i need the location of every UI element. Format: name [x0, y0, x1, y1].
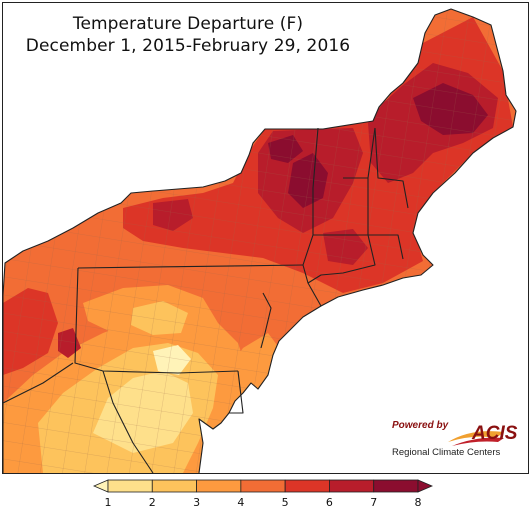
legend-swatch: [107, 479, 153, 493]
legend-tick-label: 6: [325, 496, 333, 509]
logo-powered-by: Powered by: [392, 420, 449, 431]
legend-tick-label: 8: [414, 496, 422, 509]
logo-subtitle: Regional Climate Centers: [392, 447, 501, 458]
logo-brand: ACIS: [472, 423, 518, 444]
legend-arrow-low: [92, 479, 109, 493]
map-title-line-1: Temperature Departure (F): [72, 14, 304, 34]
legend-swatch: [151, 479, 197, 493]
map-title-line-2: December 1, 2015-February 29, 2016: [25, 36, 351, 56]
color-legend: 1 2 3 4 5 6 7 8: [0, 476, 531, 511]
legend-swatch: [240, 479, 286, 493]
legend-colorbar: [92, 479, 434, 493]
legend-swatch: [329, 479, 375, 493]
legend-tick-label: 7: [370, 496, 378, 509]
map-frame: Temperature Departure (F) December 1, 20…: [2, 2, 529, 474]
temperature-departure-map: [3, 8, 517, 473]
acis-swoosh-icon: [448, 431, 504, 446]
legend-tick-label: 5: [281, 496, 289, 509]
legend-swatch: [284, 479, 330, 493]
legend-tick-label: 2: [148, 496, 156, 509]
acis-logo: Powered by ACIS Regional Climate Centers: [386, 417, 521, 461]
legend-tick-label: 4: [237, 496, 245, 509]
legend-swatch: [373, 479, 419, 493]
legend-arrow-high: [417, 479, 434, 493]
legend-tick-label: 1: [104, 496, 112, 509]
legend-tick-label: 3: [193, 496, 201, 509]
legend-swatch: [196, 479, 242, 493]
